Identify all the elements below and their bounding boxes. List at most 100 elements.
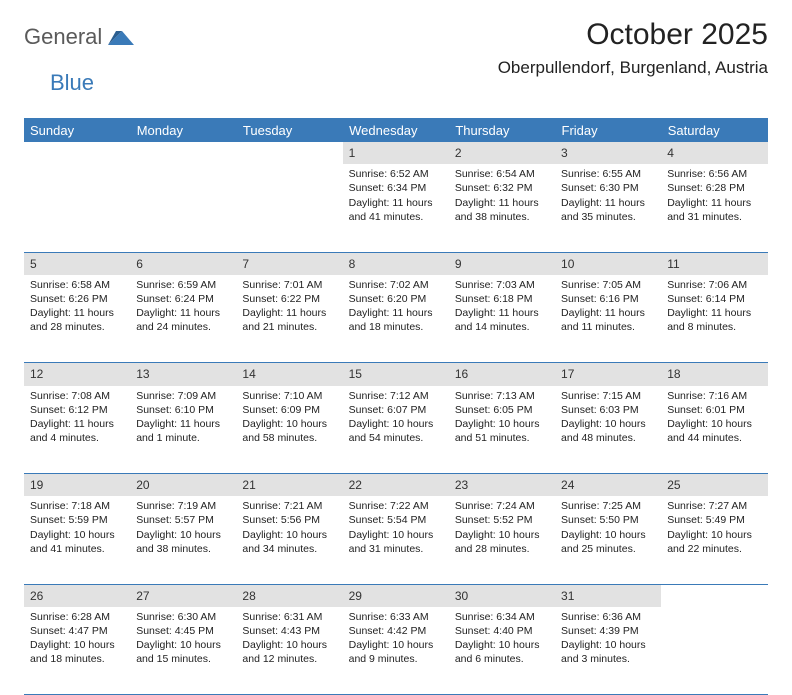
day-cell: Sunrise: 6:52 AMSunset: 6:34 PMDaylight:… xyxy=(343,164,449,252)
day-header: Friday xyxy=(555,119,661,143)
day-cell: Sunrise: 6:56 AMSunset: 6:28 PMDaylight:… xyxy=(661,164,767,252)
day-sunset: Sunset: 4:47 PM xyxy=(30,624,124,638)
day-number-cell: 13 xyxy=(130,363,236,386)
day-sunset: Sunset: 5:56 PM xyxy=(242,513,336,527)
day-sunset: Sunset: 6:07 PM xyxy=(349,403,443,417)
day-sunrise: Sunrise: 6:31 AM xyxy=(242,610,336,624)
day-dl2: and 44 minutes. xyxy=(667,431,761,445)
day-number-cell: 12 xyxy=(24,363,130,386)
day-sunrise: Sunrise: 7:10 AM xyxy=(242,389,336,403)
day-dl2: and 18 minutes. xyxy=(349,320,443,334)
day-dl1: Daylight: 10 hours xyxy=(455,417,549,431)
day-dl2: and 8 minutes. xyxy=(667,320,761,334)
day-dl1: Daylight: 11 hours xyxy=(136,417,230,431)
day-dl2: and 15 minutes. xyxy=(136,652,230,666)
day-cell: Sunrise: 7:24 AMSunset: 5:52 PMDaylight:… xyxy=(449,496,555,584)
day-dl2: and 35 minutes. xyxy=(561,210,655,224)
day-sunset: Sunset: 4:43 PM xyxy=(242,624,336,638)
day-sunrise: Sunrise: 6:33 AM xyxy=(349,610,443,624)
day-cell: Sunrise: 6:36 AMSunset: 4:39 PMDaylight:… xyxy=(555,607,661,695)
day-sunrise: Sunrise: 7:01 AM xyxy=(242,278,336,292)
day-dl1: Daylight: 10 hours xyxy=(561,417,655,431)
day-sunset: Sunset: 6:24 PM xyxy=(136,292,230,306)
day-sunrise: Sunrise: 6:52 AM xyxy=(349,167,443,181)
day-number-cell: 22 xyxy=(343,474,449,497)
day-number-cell: 30 xyxy=(449,584,555,607)
day-dl1: Daylight: 10 hours xyxy=(561,638,655,652)
day-cell: Sunrise: 7:03 AMSunset: 6:18 PMDaylight:… xyxy=(449,275,555,363)
day-sunrise: Sunrise: 7:22 AM xyxy=(349,499,443,513)
day-dl1: Daylight: 10 hours xyxy=(349,417,443,431)
day-sunset: Sunset: 6:03 PM xyxy=(561,403,655,417)
day-number-cell: 7 xyxy=(236,252,342,275)
day-dl2: and 24 minutes. xyxy=(136,320,230,334)
day-number-cell: 19 xyxy=(24,474,130,497)
day-number-cell: 24 xyxy=(555,474,661,497)
day-dl1: Daylight: 11 hours xyxy=(561,306,655,320)
day-dl1: Daylight: 11 hours xyxy=(349,306,443,320)
day-number-cell xyxy=(130,142,236,164)
day-cell: Sunrise: 6:54 AMSunset: 6:32 PMDaylight:… xyxy=(449,164,555,252)
day-sunset: Sunset: 4:39 PM xyxy=(561,624,655,638)
day-number-cell: 2 xyxy=(449,142,555,164)
day-sunset: Sunset: 5:54 PM xyxy=(349,513,443,527)
day-header-row: Sunday Monday Tuesday Wednesday Thursday… xyxy=(24,119,768,143)
day-number-cell xyxy=(236,142,342,164)
day-number-cell: 1 xyxy=(343,142,449,164)
brand-mark-icon xyxy=(108,27,134,50)
daynum-row: 262728293031 xyxy=(24,584,768,607)
day-sunrise: Sunrise: 7:08 AM xyxy=(30,389,124,403)
day-sunset: Sunset: 6:09 PM xyxy=(242,403,336,417)
day-header: Wednesday xyxy=(343,119,449,143)
day-sunrise: Sunrise: 7:16 AM xyxy=(667,389,761,403)
day-dl1: Daylight: 11 hours xyxy=(349,196,443,210)
week-row: Sunrise: 7:18 AMSunset: 5:59 PMDaylight:… xyxy=(24,496,768,584)
day-dl2: and 14 minutes. xyxy=(455,320,549,334)
brand-logo: General xyxy=(24,18,136,50)
brand-part2: Blue xyxy=(50,70,94,95)
day-dl2: and 31 minutes. xyxy=(667,210,761,224)
day-dl2: and 48 minutes. xyxy=(561,431,655,445)
day-dl1: Daylight: 11 hours xyxy=(561,196,655,210)
day-dl1: Daylight: 11 hours xyxy=(667,306,761,320)
day-header: Monday xyxy=(130,119,236,143)
day-number-cell: 27 xyxy=(130,584,236,607)
day-dl2: and 28 minutes. xyxy=(455,542,549,556)
day-dl1: Daylight: 10 hours xyxy=(30,638,124,652)
day-cell: Sunrise: 7:21 AMSunset: 5:56 PMDaylight:… xyxy=(236,496,342,584)
daynum-row: 567891011 xyxy=(24,252,768,275)
day-dl1: Daylight: 10 hours xyxy=(349,528,443,542)
day-cell: Sunrise: 6:55 AMSunset: 6:30 PMDaylight:… xyxy=(555,164,661,252)
day-sunset: Sunset: 5:59 PM xyxy=(30,513,124,527)
day-cell: Sunrise: 6:59 AMSunset: 6:24 PMDaylight:… xyxy=(130,275,236,363)
day-sunrise: Sunrise: 7:03 AM xyxy=(455,278,549,292)
day-dl1: Daylight: 11 hours xyxy=(242,306,336,320)
day-sunrise: Sunrise: 7:24 AM xyxy=(455,499,549,513)
day-cell: Sunrise: 7:10 AMSunset: 6:09 PMDaylight:… xyxy=(236,386,342,474)
day-cell: Sunrise: 7:02 AMSunset: 6:20 PMDaylight:… xyxy=(343,275,449,363)
day-number-cell: 14 xyxy=(236,363,342,386)
day-dl2: and 11 minutes. xyxy=(561,320,655,334)
day-cell: Sunrise: 7:09 AMSunset: 6:10 PMDaylight:… xyxy=(130,386,236,474)
day-number-cell: 18 xyxy=(661,363,767,386)
day-header: Tuesday xyxy=(236,119,342,143)
day-cell: Sunrise: 7:12 AMSunset: 6:07 PMDaylight:… xyxy=(343,386,449,474)
day-sunrise: Sunrise: 7:15 AM xyxy=(561,389,655,403)
day-number-cell: 28 xyxy=(236,584,342,607)
day-header: Sunday xyxy=(24,119,130,143)
day-cell: Sunrise: 7:05 AMSunset: 6:16 PMDaylight:… xyxy=(555,275,661,363)
day-number-cell: 8 xyxy=(343,252,449,275)
day-cell: Sunrise: 6:34 AMSunset: 4:40 PMDaylight:… xyxy=(449,607,555,695)
day-sunset: Sunset: 6:18 PM xyxy=(455,292,549,306)
day-cell: Sunrise: 6:58 AMSunset: 6:26 PMDaylight:… xyxy=(24,275,130,363)
day-sunset: Sunset: 6:28 PM xyxy=(667,181,761,195)
month-title: October 2025 xyxy=(498,18,768,52)
day-sunrise: Sunrise: 7:27 AM xyxy=(667,499,761,513)
day-cell: Sunrise: 7:27 AMSunset: 5:49 PMDaylight:… xyxy=(661,496,767,584)
day-sunrise: Sunrise: 6:36 AM xyxy=(561,610,655,624)
day-dl2: and 54 minutes. xyxy=(349,431,443,445)
week-row: Sunrise: 6:52 AMSunset: 6:34 PMDaylight:… xyxy=(24,164,768,252)
day-sunset: Sunset: 5:57 PM xyxy=(136,513,230,527)
day-dl1: Daylight: 10 hours xyxy=(349,638,443,652)
day-sunrise: Sunrise: 6:56 AM xyxy=(667,167,761,181)
